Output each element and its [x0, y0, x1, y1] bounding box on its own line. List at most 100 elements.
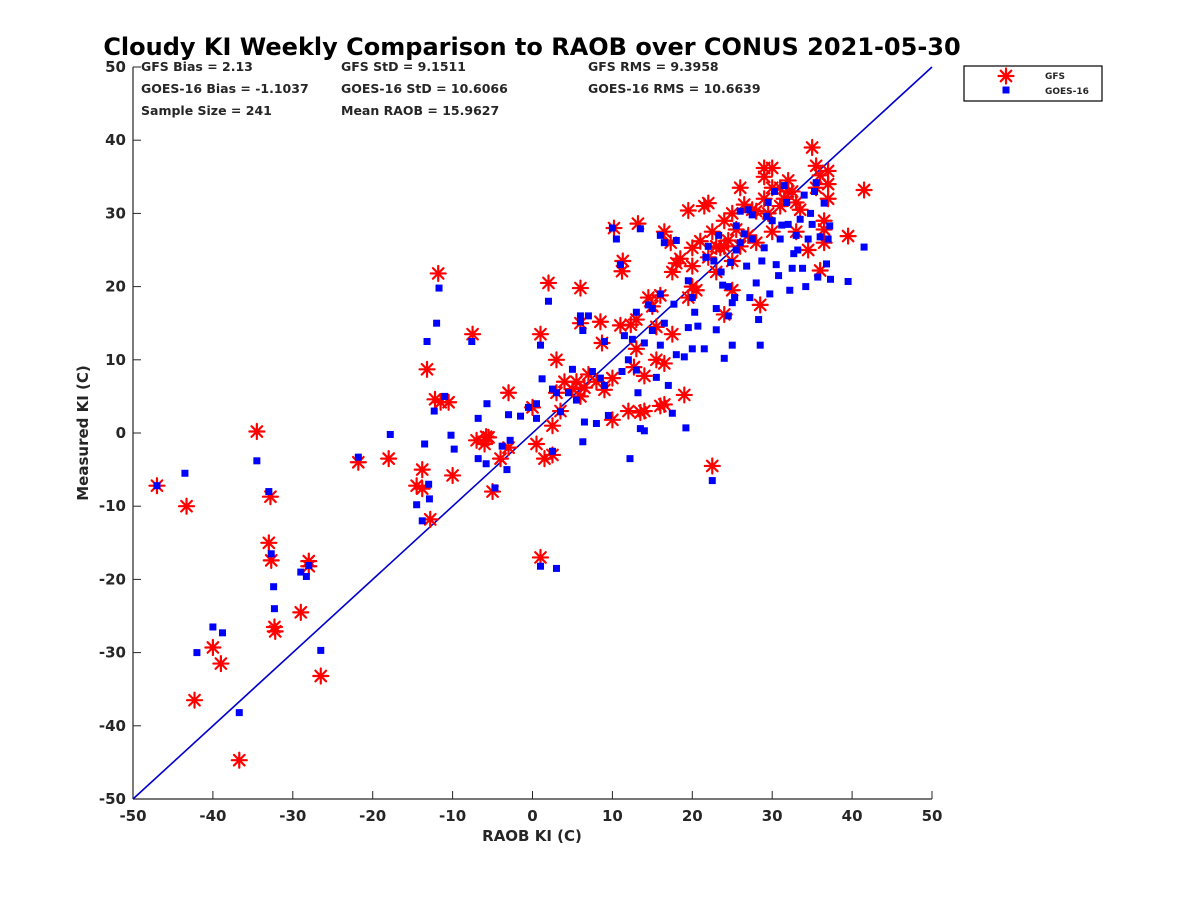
goes-16-point [386, 430, 394, 438]
goes-16-point [302, 572, 310, 580]
goes-16-point [421, 440, 429, 448]
goes-16-point [763, 212, 771, 220]
goes-16-point [354, 453, 362, 461]
gfs-point [699, 194, 717, 212]
goes-16-point [744, 206, 752, 214]
goes-16-point [634, 389, 642, 397]
goes-16-point [771, 187, 779, 195]
goes-16-point [209, 623, 217, 631]
y-tick-label: -40 [99, 717, 126, 735]
gfs-point [349, 453, 367, 471]
goes-16-point [816, 233, 824, 241]
goes-16-point [620, 332, 628, 340]
goes-16-point [668, 409, 676, 417]
gfs-bias-label: GFS Bias = 2.13 [141, 59, 253, 74]
sample-size-label: Sample Size = 241 [141, 103, 272, 118]
gfs-point [266, 622, 284, 640]
goes-16-point [684, 277, 692, 285]
goes-16-point [776, 235, 784, 243]
goes-16-point [584, 312, 592, 320]
goes-16-point [636, 425, 644, 433]
goes-16-point [812, 179, 820, 187]
goes-16-point [418, 517, 426, 525]
goes-16-point [811, 187, 819, 195]
gfs-point [444, 466, 462, 485]
goes-16-point [786, 286, 794, 294]
gfs-point [418, 360, 436, 378]
goes-16-point [265, 488, 273, 496]
gfs-point [687, 281, 705, 299]
goes-16-point [425, 480, 433, 488]
goes-16-point [758, 257, 766, 265]
goes-16-point [517, 412, 525, 420]
goes-16-point [724, 312, 732, 320]
gfs-point [429, 264, 447, 283]
goes-16-point [796, 215, 804, 223]
goes-16-point [552, 389, 560, 397]
goes-16-point [568, 365, 576, 373]
goes-16-point [572, 396, 580, 404]
gfs-point [185, 691, 204, 709]
goes-16-point [588, 368, 596, 376]
goes-16-point [297, 568, 305, 576]
gfs-point [177, 497, 196, 515]
goes-16-point [783, 198, 791, 206]
goes-16-point [648, 327, 656, 335]
goes-16-point [632, 308, 640, 316]
x-tick-label: -50 [119, 807, 146, 825]
gfs-point [204, 638, 222, 657]
y-tick-label: -20 [99, 570, 126, 588]
goes-16-point [1002, 86, 1010, 94]
gfs-point [619, 402, 637, 420]
goes-16-point [728, 299, 736, 307]
goes-16-point [468, 338, 476, 345]
goes-16-point [794, 246, 802, 254]
goes-16-point [592, 419, 600, 427]
goes-16-point [608, 224, 616, 232]
goes-16-point [756, 341, 764, 349]
goes-16-point [717, 268, 725, 276]
goes-16-point [748, 211, 756, 219]
goes-16-point [755, 316, 763, 324]
gfs-point [647, 318, 665, 336]
goes-16-point [736, 207, 744, 215]
y-tick-label: 0 [116, 424, 126, 442]
gfs-point [547, 351, 566, 369]
goes-16-point [580, 418, 588, 426]
goes-16-point [618, 368, 626, 376]
goes-16-point [253, 457, 261, 465]
goes-16-point [632, 366, 640, 374]
goes-16-point [536, 341, 544, 349]
gfs-point [803, 138, 821, 157]
gfs-point [230, 751, 248, 769]
goes-16-point [748, 235, 756, 243]
goes-16-point [691, 308, 699, 316]
goes-16-series [153, 179, 868, 717]
goes-16-point [790, 250, 798, 258]
goes-16-point [498, 442, 506, 450]
goes-16-point [556, 408, 564, 416]
goes-16-point [827, 275, 835, 283]
goes-16-point [640, 339, 648, 347]
goes-16-point [823, 260, 831, 268]
goes-16-point [702, 253, 710, 261]
gfs-point [655, 354, 673, 373]
goes-16-point [652, 373, 660, 381]
gfs-point [248, 422, 266, 441]
y-tick-label: -10 [99, 497, 126, 515]
y-tick-label: 10 [105, 351, 126, 369]
goes-16-point [704, 242, 712, 250]
goes-16-point [474, 414, 482, 422]
gfs-point [212, 654, 230, 673]
goes-16-point [807, 209, 815, 217]
goes-16-point [800, 191, 808, 199]
goes-16-point [576, 312, 584, 320]
goes-16-point [628, 335, 636, 343]
goes-16-point [792, 231, 800, 239]
goes-16-point [600, 338, 608, 345]
goes-16-point [235, 709, 243, 717]
gfs-point [260, 534, 278, 552]
gfs-point [819, 162, 837, 180]
gfs-point [751, 296, 769, 314]
mean-raob-label: Mean RAOB = 15.9627 [341, 103, 499, 118]
